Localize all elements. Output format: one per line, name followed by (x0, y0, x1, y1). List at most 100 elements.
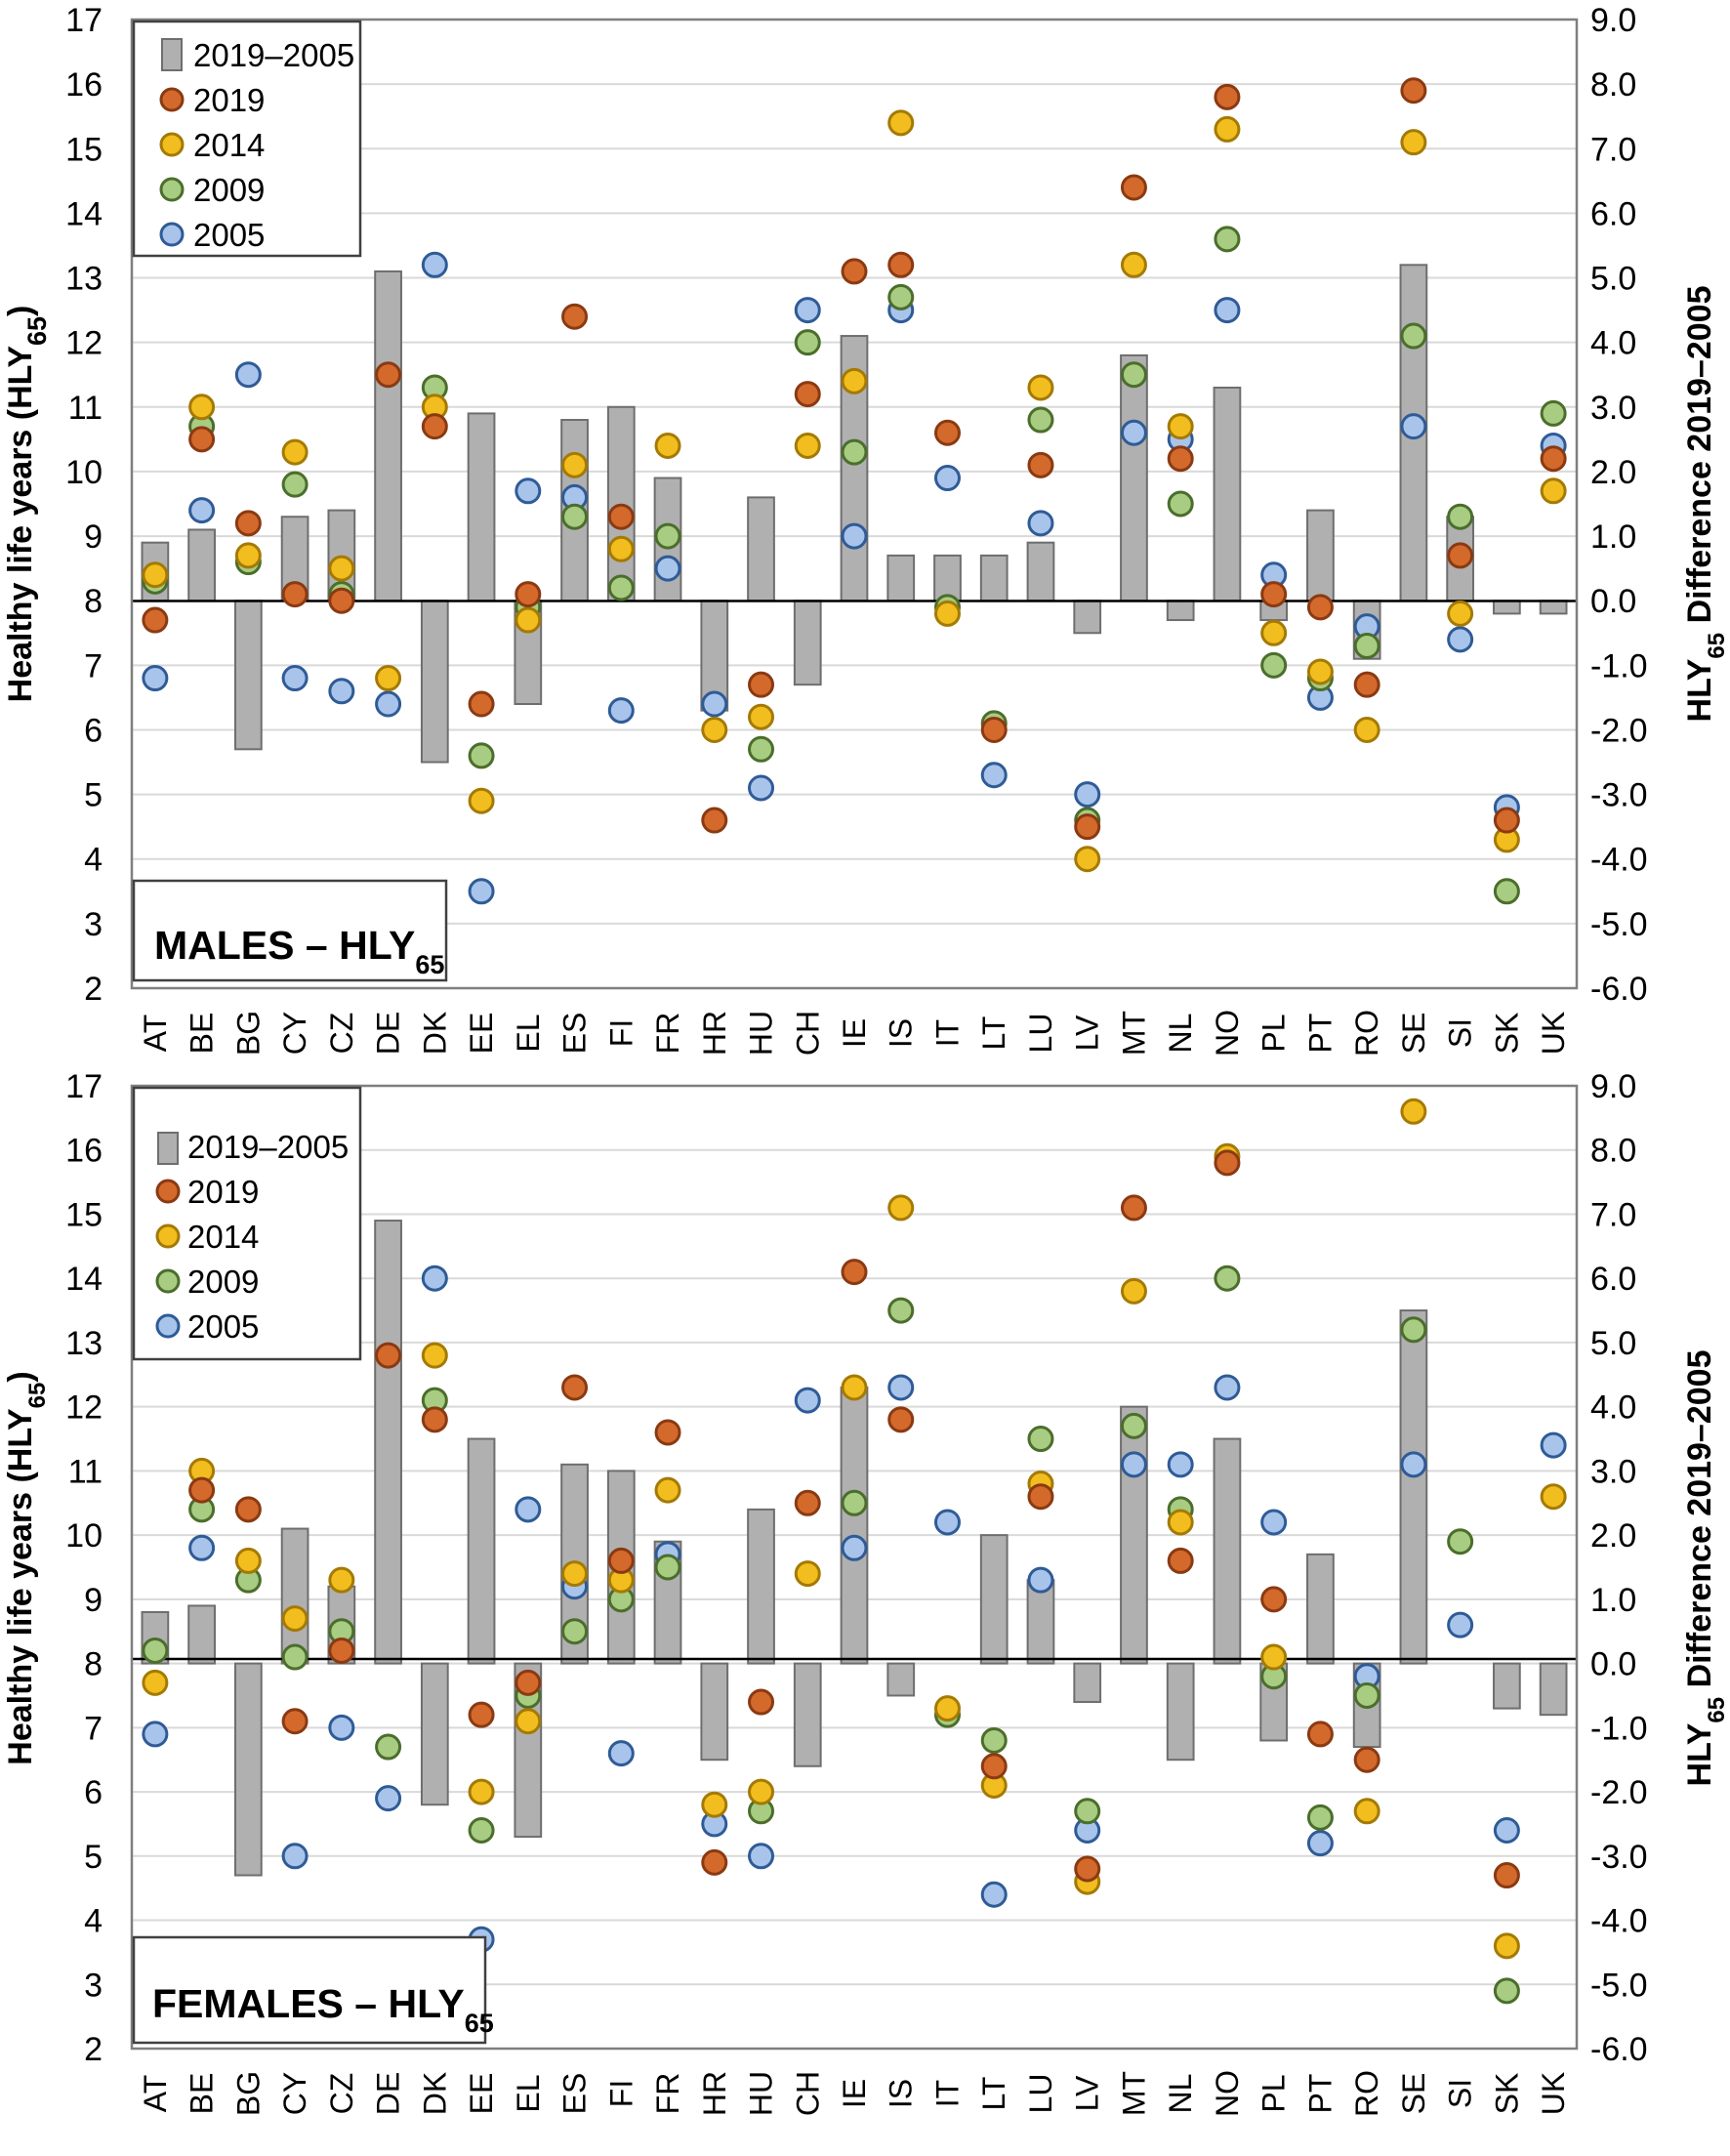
x-tick-label: FI (603, 2080, 638, 2107)
x-tick-label: CH (790, 2071, 825, 2116)
females-panel-title: FEMALES – HLY65 (132, 1935, 494, 2045)
y-tick-label: 10 (65, 454, 103, 491)
x-tick-label: PT (1302, 1014, 1338, 1054)
point-2005 (1027, 510, 1054, 537)
point-2019 (515, 581, 542, 608)
females-title-text: FEMALES – HLY65 (152, 1981, 494, 2038)
difference-bar (1026, 541, 1055, 602)
point-2005 (142, 665, 169, 692)
y-tick-label: 5 (84, 777, 103, 814)
x-tick-label: NO (1210, 2070, 1245, 2117)
point-2019 (1027, 1483, 1054, 1511)
difference-bar (187, 1604, 216, 1665)
point-2009 (1074, 1798, 1101, 1825)
y-tick-label: 12 (65, 1389, 103, 1427)
y2-tick-label: 9.0 (1590, 1068, 1636, 1105)
x-tick-label: SK (1489, 2073, 1524, 2115)
x-tick-label: FI (603, 1019, 638, 1047)
difference-bar (420, 1662, 449, 1806)
females-legend-label-2019: 2019 (187, 1174, 259, 1210)
point-2014 (748, 1778, 775, 1805)
point-2009 (561, 503, 589, 530)
point-2005 (421, 1265, 448, 1292)
point-2009 (1167, 490, 1194, 518)
y-tick-label: 12 (65, 325, 103, 362)
y-tick-label: 13 (65, 1325, 103, 1362)
point-2019 (1306, 594, 1334, 621)
x-tick-label: LV (1070, 1015, 1105, 1051)
point-2014 (375, 665, 402, 692)
females-chart: 2 3 4 5 6 7 8 9 10 11 12 13 14 15 16 17 -6.0 -5.0 -4.0 -3.… (2, 1068, 1730, 2117)
point-2019 (887, 251, 915, 278)
point-2009 (1027, 406, 1054, 434)
difference-bar (420, 600, 449, 764)
x-tick-label: PT (1302, 2074, 1338, 2114)
x-tick-label: CY (277, 2072, 312, 2115)
point-2019 (515, 1669, 542, 1696)
x-tick-label: CZ (324, 1013, 359, 1055)
males-bars (141, 264, 1568, 764)
difference-bar (1306, 1553, 1335, 1665)
point-2005 (607, 1740, 635, 1767)
x-tick-label: UK (1536, 1012, 1571, 1055)
point-2005 (281, 1843, 309, 1870)
difference-bar (467, 412, 496, 602)
point-2019 (1540, 445, 1567, 473)
difference-bar (840, 1386, 869, 1665)
point-2019 (561, 303, 589, 330)
females-legend-swatch-bar (157, 1132, 179, 1165)
point-2014 (701, 716, 728, 743)
point-2009 (841, 438, 868, 466)
point-2019 (1353, 1746, 1380, 1773)
point-2019 (142, 606, 169, 634)
point-2009 (794, 329, 821, 356)
point-2005 (1260, 1509, 1288, 1536)
point-2005 (1214, 1374, 1241, 1401)
point-2014 (1027, 374, 1054, 401)
point-2019 (794, 381, 821, 408)
difference-bar (886, 1662, 916, 1697)
x-tick-label: AT (138, 1015, 173, 1053)
x-tick-label: BE (185, 2073, 220, 2115)
y2-tick-label: 0.0 (1590, 583, 1636, 620)
x-tick-label: FR (650, 1013, 685, 1055)
difference-bar (979, 1534, 1009, 1665)
point-2014 (794, 432, 821, 459)
females-legend-marker-2005 (155, 1313, 181, 1339)
x-tick-label: DK (417, 1012, 452, 1055)
point-2019 (328, 587, 355, 614)
point-2005 (933, 465, 961, 492)
point-2019 (607, 503, 635, 530)
females-y2-axis-ticks: -6.0 -5.0 -4.0 -3.0 -2.0 -1.0 0.0 1.0 2.0 3.0 4.0 5… (1590, 1068, 1648, 2068)
point-2005 (841, 522, 868, 550)
y2-tick-label: 6.0 (1590, 195, 1636, 232)
point-2005 (468, 878, 495, 905)
x-tick-label: IE (837, 1018, 872, 1048)
point-2009 (1306, 1804, 1334, 1831)
females-legend-label-diff: 2019–2005 (187, 1129, 349, 1165)
point-2019 (234, 510, 262, 537)
males-y2-axis-title: HLY65 Difference 2019–2005 (1681, 286, 1730, 723)
y-tick-label: 9 (84, 1582, 103, 1619)
y-tick-label: 11 (68, 1453, 103, 1490)
difference-bar (1026, 1579, 1055, 1665)
y-tick-label: 4 (84, 842, 103, 879)
females-y-axis-title: Healthy life years (HLY65) (2, 1371, 51, 1764)
point-2005 (1027, 1566, 1054, 1594)
y2-tick-label: 1.0 (1590, 518, 1636, 556)
point-2005 (933, 1509, 961, 1536)
point-2019 (1493, 1862, 1520, 1889)
y2-tick-label: -3.0 (1590, 777, 1648, 814)
point-2019 (654, 1419, 681, 1446)
x-tick-label: RO (1349, 1010, 1384, 1057)
point-2019 (328, 1637, 355, 1664)
x-tick-label: IE (837, 2079, 872, 2108)
point-2014 (142, 1669, 169, 1696)
point-2014 (1120, 251, 1147, 278)
point-2009 (468, 742, 495, 769)
females-points (142, 1098, 1567, 2005)
males-title-box (132, 879, 448, 982)
point-2005 (142, 1721, 169, 1748)
y2-tick-label: 7.0 (1590, 131, 1636, 168)
point-2019 (1214, 83, 1241, 110)
